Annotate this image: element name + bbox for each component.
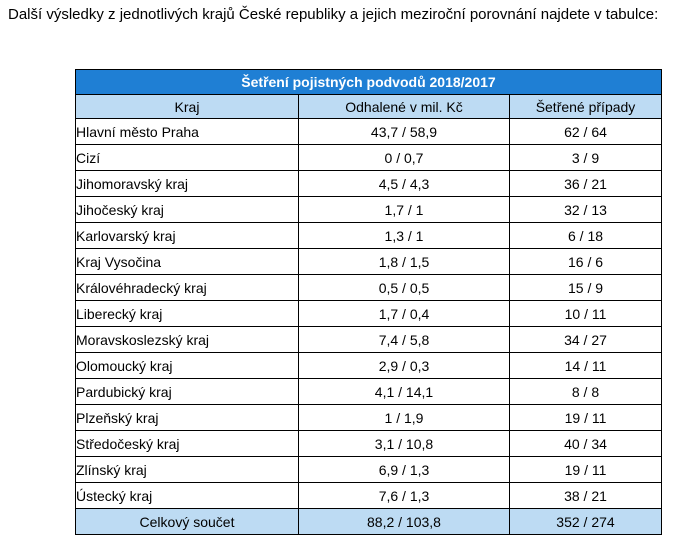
detected-amount-cell: 0,5 / 0,5 [298,274,510,301]
region-cell: Pardubický kraj [75,378,299,405]
detected-amount-cell: 1,8 / 1,5 [298,248,510,275]
investigated-cases-cell: 40 / 34 [509,430,662,457]
investigated-cases-cell: 34 / 27 [509,326,662,353]
investigated-cases-cell: 14 / 11 [509,352,662,379]
investigated-cases-cell: 10 / 11 [509,300,662,327]
region-cell: Karlovarský kraj [75,222,299,249]
region-cell: Plzeňský kraj [75,404,299,431]
detected-amount-cell: 3,1 / 10,8 [298,430,510,457]
table-row: Hlavní město Praha 43,7 / 58,9 62 / 64 [75,118,662,145]
detected-amount-cell: 1 / 1,9 [298,404,510,431]
detected-amount-cell: 1,7 / 0,4 [298,300,510,327]
region-cell: Moravskoslezský kraj [75,326,299,353]
region-cell: Středočeský kraj [75,430,299,457]
region-cell: Kraj Vysočina [75,248,299,275]
region-cell: Jihočeský kraj [75,196,299,223]
table-row: Zlínský kraj 6,9 / 1,3 19 / 11 [75,456,662,483]
investigated-cases-cell: 6 / 18 [509,222,662,249]
table-title-row: Šetření pojistných podvodů 2018/2017 [75,69,662,95]
region-cell: Jihomoravský kraj [75,170,299,197]
investigated-cases-cell: 38 / 21 [509,482,662,509]
investigated-cases-cell: 8 / 8 [509,378,662,405]
total-label: Celkový součet [75,508,299,535]
detected-amount-cell: 7,6 / 1,3 [298,482,510,509]
column-header-investigated-cases: Šetřené případy [509,94,662,119]
detected-amount-cell: 4,5 / 4,3 [298,170,510,197]
investigated-cases-cell: 36 / 21 [509,170,662,197]
fraud-investigation-table: Šetření pojistných podvodů 2018/2017 Kra… [75,69,662,535]
detected-amount-cell: 6,9 / 1,3 [298,456,510,483]
table-title: Šetření pojistných podvodů 2018/2017 [75,69,662,95]
region-cell: Olomoucký kraj [75,352,299,379]
table-row: Moravskoslezský kraj 7,4 / 5,8 34 / 27 [75,326,662,353]
detected-amount-cell: 43,7 / 58,9 [298,118,510,145]
table-row: Kraj Vysočina 1,8 / 1,5 16 / 6 [75,248,662,275]
table-row: Cizí 0 / 0,7 3 / 9 [75,144,662,171]
region-cell: Cizí [75,144,299,171]
investigated-cases-cell: 16 / 6 [509,248,662,275]
investigated-cases-cell: 19 / 11 [509,404,662,431]
table-row: Jihočeský kraj 1,7 / 1 32 / 13 [75,196,662,223]
investigated-cases-cell: 3 / 9 [509,144,662,171]
investigated-cases-cell: 19 / 11 [509,456,662,483]
table-row: Ústecký kraj 7,6 / 1,3 38 / 21 [75,482,662,509]
region-cell: Liberecký kraj [75,300,299,327]
total-detected-amount: 88,2 / 103,8 [298,508,510,535]
table-header-row: Kraj Odhalené v mil. Kč Šetřené případy [75,94,662,119]
investigated-cases-cell: 15 / 9 [509,274,662,301]
column-header-region: Kraj [75,94,299,119]
table-body: Hlavní město Praha 43,7 / 58,9 62 / 64 Cizí… [75,118,662,509]
region-cell: Hlavní město Praha [75,118,299,145]
intro-paragraph: Další výsledky z jednotlivých krajů Česk… [8,6,659,23]
table-row: Středočeský kraj 3,1 / 10,8 40 / 34 [75,430,662,457]
detected-amount-cell: 2,9 / 0,3 [298,352,510,379]
table-row: Olomoucký kraj 2,9 / 0,3 14 / 11 [75,352,662,379]
investigated-cases-cell: 32 / 13 [509,196,662,223]
detected-amount-cell: 1,7 / 1 [298,196,510,223]
table-row: Královéhradecký kraj 0,5 / 0,5 15 / 9 [75,274,662,301]
column-header-detected-amount: Odhalené v mil. Kč [298,94,510,119]
region-cell: Zlínský kraj [75,456,299,483]
region-cell: Královéhradecký kraj [75,274,299,301]
table-row: Jihomoravský kraj 4,5 / 4,3 36 / 21 [75,170,662,197]
detected-amount-cell: 0 / 0,7 [298,144,510,171]
investigated-cases-cell: 62 / 64 [509,118,662,145]
detected-amount-cell: 4,1 / 14,1 [298,378,510,405]
region-cell: Ústecký kraj [75,482,299,509]
table-row: Plzeňský kraj 1 / 1,9 19 / 11 [75,404,662,431]
table-row: Liberecký kraj 1,7 / 0,4 10 / 11 [75,300,662,327]
detected-amount-cell: 1,3 / 1 [298,222,510,249]
total-investigated-cases: 352 / 274 [509,508,662,535]
table-total-row: Celkový součet 88,2 / 103,8 352 / 274 [75,508,662,535]
detected-amount-cell: 7,4 / 5,8 [298,326,510,353]
table-row: Pardubický kraj 4,1 / 14,1 8 / 8 [75,378,662,405]
